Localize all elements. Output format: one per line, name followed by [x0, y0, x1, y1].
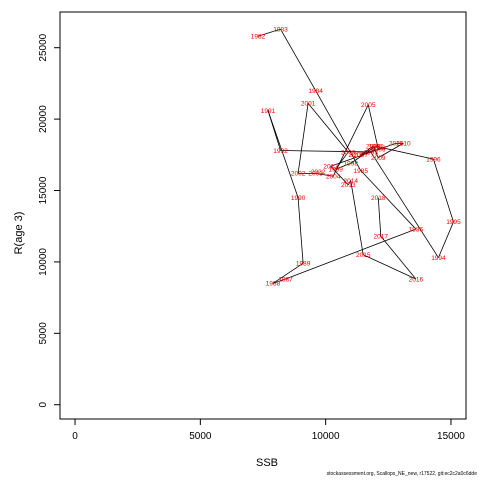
- axes: 0 5000 10000 15000 0 5000 10000 15000 20000 25000: [38, 11, 467, 442]
- segment-2007-2008: [360, 145, 374, 156]
- point-label-2017: 2017: [374, 234, 389, 241]
- point-label-2002: 2002: [291, 171, 306, 178]
- point-label-2004: 2004: [326, 174, 341, 181]
- segment-1992-1993: [280, 150, 371, 153]
- point-label-1991: 1991: [261, 108, 276, 115]
- segment-1986-1987: [285, 228, 417, 280]
- point-label-1997: 1997: [369, 144, 384, 151]
- segment-1996-1997: [375, 145, 434, 160]
- segment-2005-2006: [367, 104, 379, 150]
- x-axis-title: SSB: [256, 457, 278, 469]
- point-label-2018: 2018: [371, 195, 386, 202]
- point-label-2008: 2008: [366, 144, 381, 151]
- point-label-2019: 2019: [348, 152, 363, 159]
- y-tick-label: 5000: [38, 322, 49, 345]
- segment-2013-2014: [347, 180, 352, 185]
- x-tick-label: 5000: [189, 431, 212, 442]
- y-tick-label: 20000: [38, 105, 49, 133]
- point-label-1992: 1992: [273, 148, 288, 155]
- segment-1984-1985: [315, 90, 362, 171]
- segment-2011-2012: [330, 143, 396, 167]
- x-tick-label: 0: [72, 431, 78, 442]
- segment-2004-2005: [332, 104, 369, 177]
- point-label-2001: 2001: [301, 101, 316, 108]
- x-tick-label: 15000: [437, 431, 465, 442]
- segment-1993-1994: [370, 151, 439, 258]
- series-path: [257, 28, 454, 284]
- point-label-2016: 2016: [409, 276, 424, 283]
- point-label-2022: 2022: [311, 169, 326, 176]
- segment-1989-1990: [297, 197, 304, 264]
- segment-2014-2015: [350, 180, 364, 255]
- point-label-2009: 2009: [371, 155, 386, 162]
- y-tick-label: 0: [38, 402, 49, 408]
- footer-credit: stockassessment.org, Scallops_NE_new, r1…: [326, 471, 477, 477]
- y-tick-label: 15000: [38, 176, 49, 204]
- point-label-1995: 1995: [446, 219, 461, 226]
- segment-1995-1996: [433, 158, 454, 223]
- point-label-1989: 1989: [296, 261, 311, 268]
- segment-2015-2016: [363, 254, 417, 280]
- point-label-2020: 2020: [371, 145, 386, 152]
- segment-2012-2013: [330, 165, 349, 186]
- segment-2003-2004: [315, 172, 334, 177]
- y-tick-label: 10000: [38, 248, 49, 276]
- point-label-1998: 1998: [343, 161, 358, 168]
- segment-1988-1989: [272, 263, 304, 284]
- segment-2000-2001: [307, 103, 349, 153]
- point-label-1993: 1993: [364, 149, 379, 156]
- point-label-1982: 1982: [251, 34, 266, 41]
- point-label-1987: 1987: [278, 276, 293, 283]
- point-label-1984: 1984: [308, 88, 323, 95]
- point-label-1986: 1986: [409, 226, 424, 233]
- segment-2016-2017: [380, 235, 417, 280]
- segment-2017-2018: [377, 197, 382, 237]
- point-label-2011: 2011: [389, 141, 403, 148]
- point-label-2007: 2007: [354, 152, 369, 159]
- segment-1982-1983: [257, 28, 281, 37]
- plot-frame: [59, 11, 467, 420]
- segment-1985-1986: [360, 170, 417, 230]
- point-label-1983: 1983: [273, 26, 288, 33]
- segment-1983-1984: [280, 28, 316, 91]
- point-label-2003: 2003: [308, 171, 323, 178]
- point-label-1994: 1994: [431, 255, 446, 262]
- point-label-1988: 1988: [266, 281, 281, 288]
- point-label-1990: 1990: [291, 195, 306, 202]
- y-tick-label: 25000: [38, 33, 49, 61]
- point-label-1985: 1985: [354, 168, 369, 175]
- point-label-1999: 1999: [328, 166, 343, 173]
- point-label-2000: 2000: [341, 149, 356, 156]
- point-label-1996: 1996: [426, 156, 441, 163]
- segment-2009-2010: [378, 143, 404, 159]
- segment-1991-1992: [267, 110, 281, 151]
- segment-2001-2002: [297, 103, 309, 174]
- point-label-2006: 2006: [371, 146, 386, 153]
- point-label-2015: 2015: [356, 252, 371, 259]
- point-label-2012: 2012: [323, 164, 338, 171]
- point-label-2014: 2014: [343, 178, 358, 185]
- x-tick-label: 10000: [312, 431, 340, 442]
- segment-1990-1991: [267, 110, 299, 198]
- point-label-2010: 2010: [396, 141, 411, 148]
- segment-2008-2009: [372, 146, 379, 158]
- segment-1998-1999: [335, 163, 351, 170]
- point-label-2013: 2013: [341, 182, 356, 189]
- segment-1987-1988: [272, 278, 286, 284]
- segment-1994-1995: [438, 221, 454, 258]
- y-axis-title: R(age 3): [13, 212, 25, 255]
- point-label-2005: 2005: [361, 102, 376, 109]
